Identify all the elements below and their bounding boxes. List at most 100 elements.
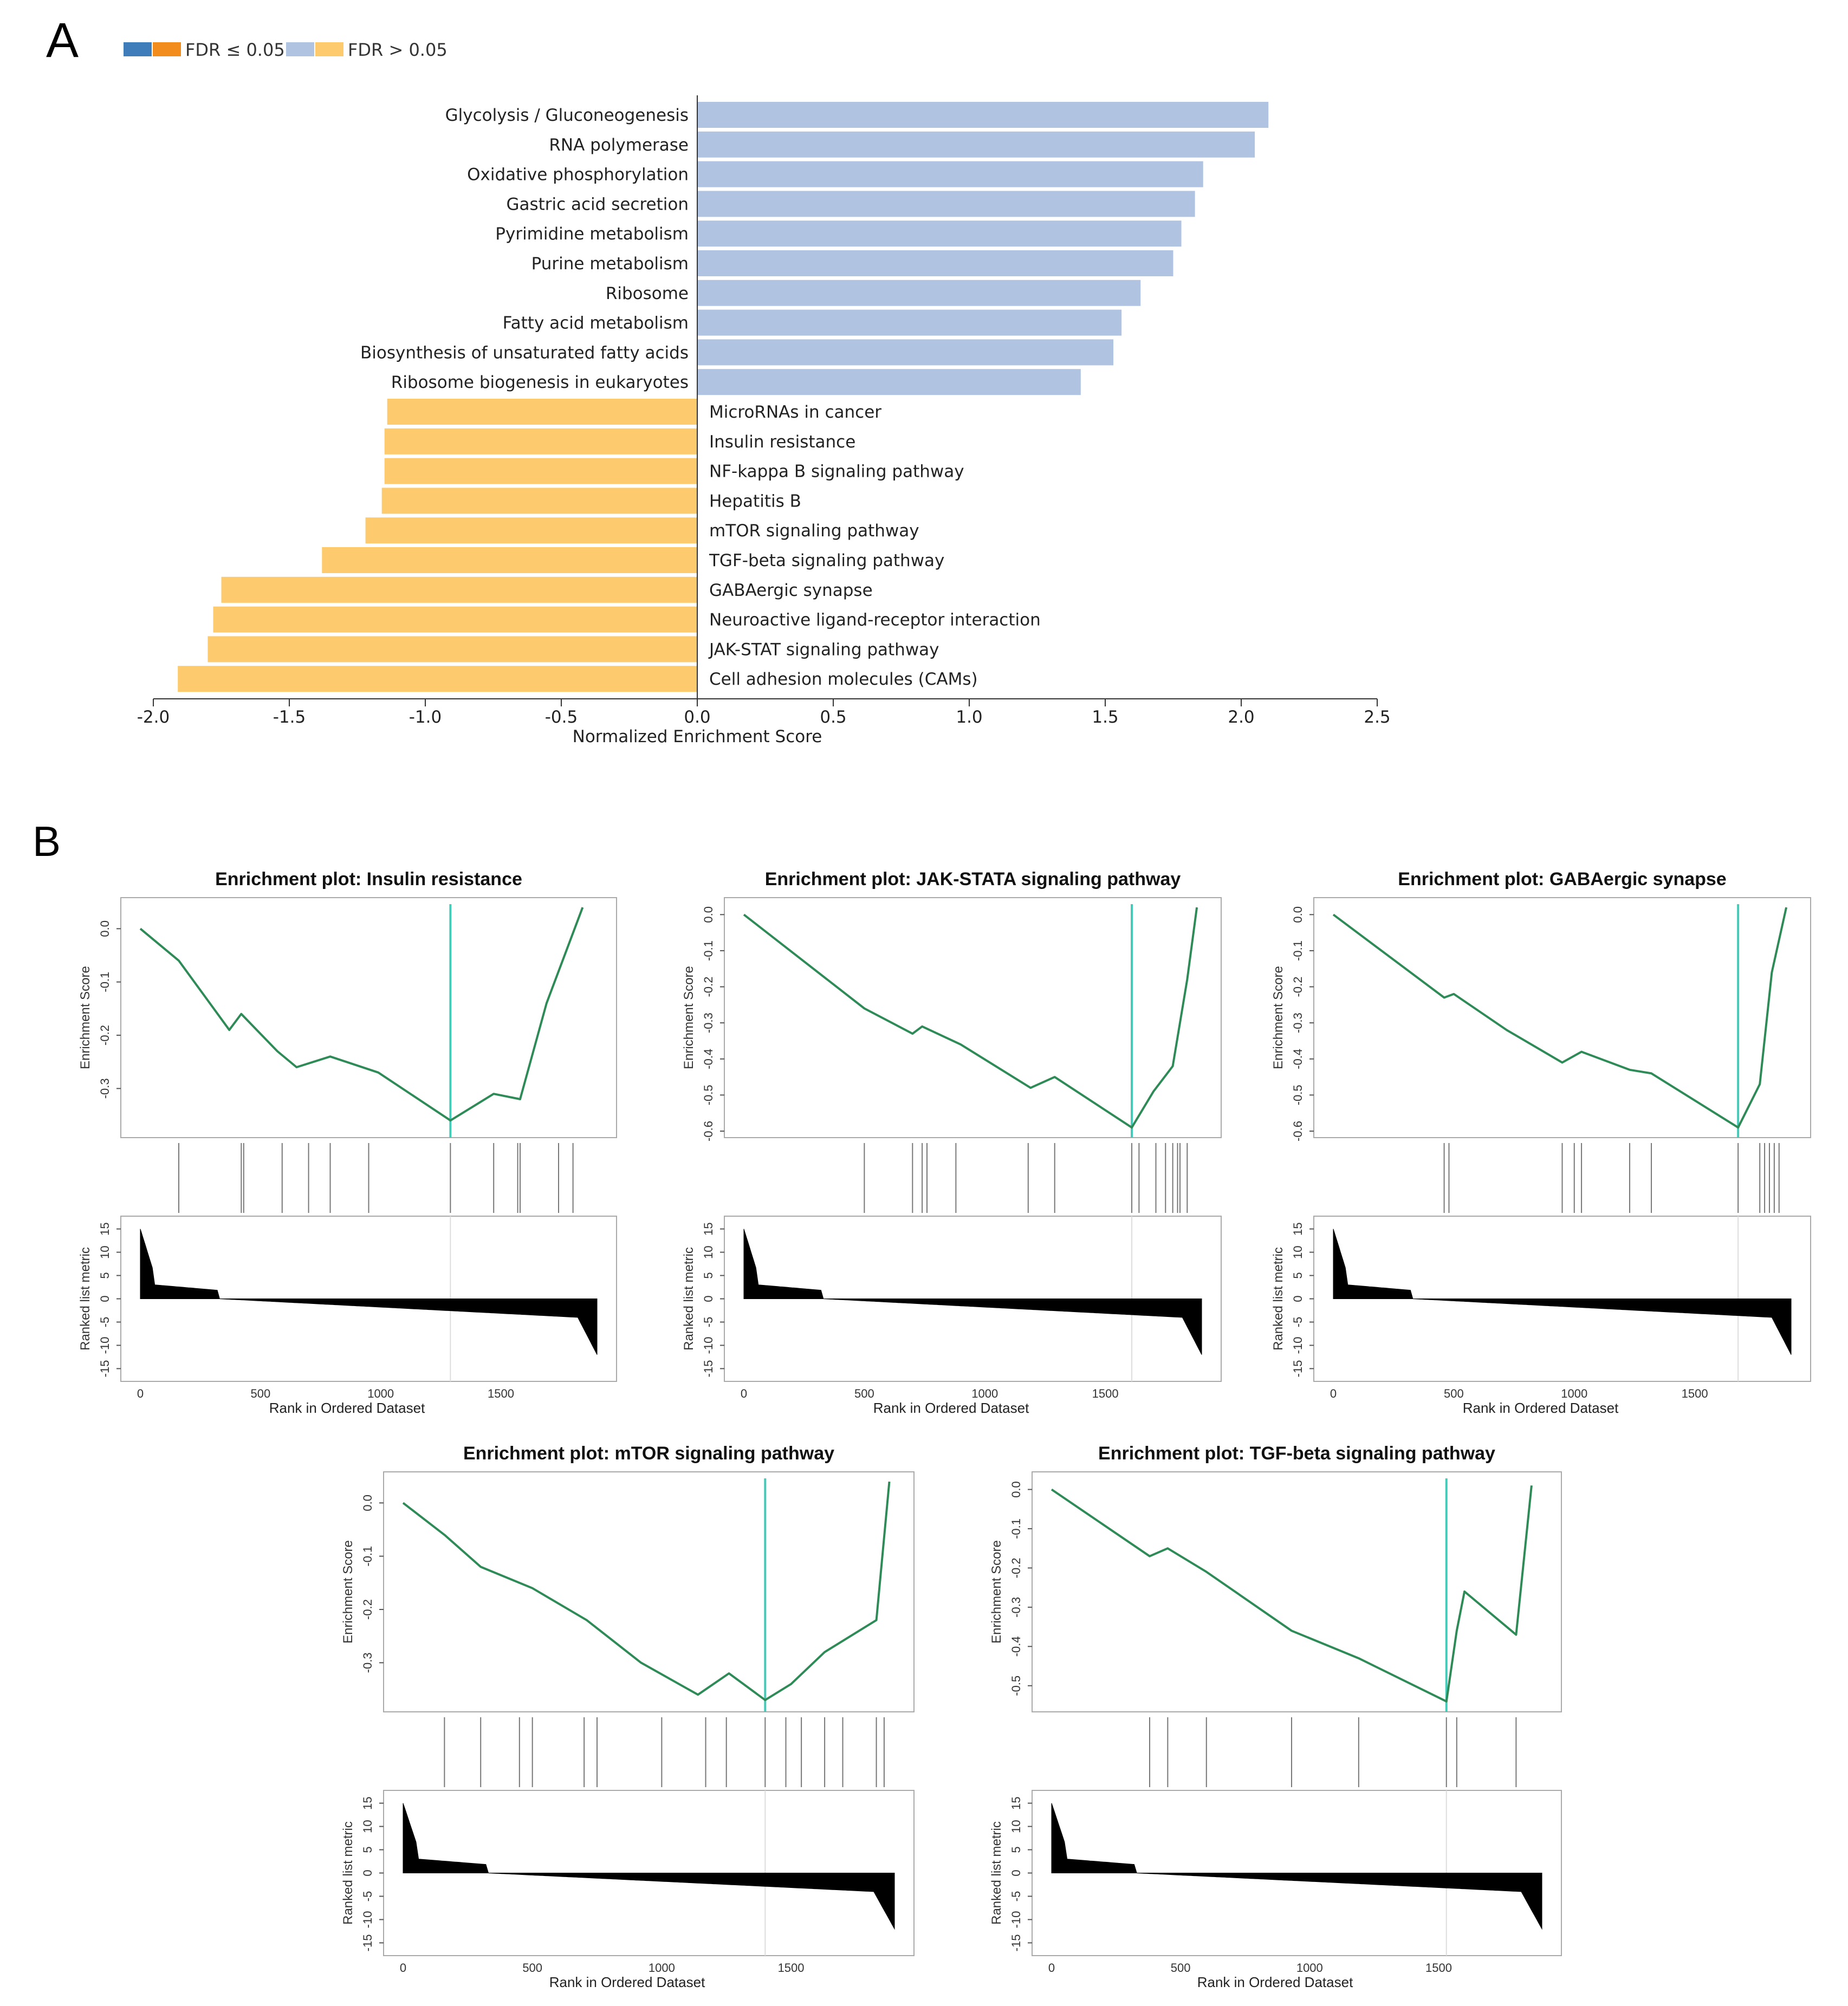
legend-label-ns: FDR > 0.05 (348, 40, 448, 60)
rank-y-tick-label: 0 (1009, 1869, 1023, 1876)
nes-bar (697, 369, 1081, 395)
es-y-tick-label: -0.4 (702, 1049, 715, 1069)
category-label: MicroRNAs in cancer (709, 403, 881, 422)
x-tick-label: 0 (741, 1387, 747, 1400)
rank-y-axis-label: Ranked list metric (989, 1821, 1004, 1925)
x-tick-label: 1000 (1561, 1387, 1587, 1400)
plot-title: Enrichment plot: JAK-STATA signaling pat… (765, 869, 1181, 890)
es-y-tick-label: -0.5 (1291, 1085, 1305, 1105)
rank-y-tick-label: 15 (1291, 1222, 1305, 1235)
category-label: Gastric acid secretion (506, 194, 689, 214)
plot-title: Enrichment plot: TGF-beta signaling path… (1098, 1443, 1495, 1464)
rank-y-tick-label: -15 (1291, 1360, 1305, 1378)
x-tick-label: 1.5 (1092, 707, 1118, 727)
es-y-tick-label: -0.1 (98, 972, 112, 992)
nes-bar (697, 161, 1203, 187)
es-y-tick-label: -0.2 (1291, 977, 1305, 997)
x-tick-label: 2.5 (1364, 707, 1390, 727)
nes-bar (213, 606, 697, 633)
category-label: NF-kappa B signaling pathway (709, 462, 964, 482)
nes-bar (697, 102, 1269, 128)
es-y-tick-label: -0.3 (361, 1652, 374, 1673)
nes-bar (697, 250, 1173, 276)
x-tick-label: 1.0 (956, 707, 982, 727)
x-tick-label: 500 (854, 1387, 874, 1400)
rank-y-tick-label: -5 (702, 1317, 715, 1328)
plot-title: Enrichment plot: mTOR signaling pathway (463, 1443, 834, 1464)
rank-y-tick-label: 10 (361, 1820, 374, 1833)
nes-bar (208, 636, 697, 663)
es-y-tick-label: -0.1 (1009, 1518, 1023, 1539)
legend-swatch-sig-down (153, 42, 181, 56)
enrichment-plot: Enrichment plot: Insulin resistance 0.0 -0… (78, 869, 617, 1416)
nes-bar-chart: Glycolysis / Gluconeogenesis RNA polymera… (137, 95, 1391, 746)
nes-bar (697, 280, 1141, 306)
es-y-axis-label: Enrichment Score (78, 966, 93, 1069)
es-curve (402, 1481, 891, 1702)
enrichment-plots: Enrichment plot: Insulin resistance 0.0 -0… (78, 869, 1811, 1990)
rank-y-tick-label: -15 (702, 1360, 715, 1378)
es-y-tick-label: -0.4 (1009, 1636, 1023, 1657)
panel-label-a: A (46, 14, 79, 68)
x-tick-label: 2.0 (1228, 707, 1254, 727)
rank-y-axis-label: Ranked list metric (78, 1247, 93, 1351)
es-curve (1332, 907, 1788, 1129)
x-tick-label: 1000 (367, 1387, 394, 1400)
rank-y-tick-label: 10 (702, 1245, 715, 1258)
es-y-axis-label: Enrichment Score (1271, 966, 1286, 1069)
rank-y-axis-label: Ranked list metric (1271, 1247, 1286, 1351)
nes-bar (697, 131, 1255, 158)
rank-y-tick-label: 15 (702, 1222, 715, 1235)
x-tick-label: -0.5 (545, 707, 578, 727)
legend-swatch-sig-up (124, 42, 152, 56)
nes-bar (384, 458, 697, 484)
rank-y-tick-label: 15 (361, 1796, 374, 1809)
nes-bar (381, 488, 697, 514)
es-y-axis-label: Enrichment Score (341, 1540, 355, 1644)
rank-y-tick-label: -15 (1009, 1934, 1023, 1952)
rank-y-tick-label: 0 (98, 1295, 112, 1302)
category-label: Oxidative phosphorylation (467, 165, 689, 185)
x-tick-label: 1500 (1682, 1387, 1708, 1400)
x-axis-label: Rank in Ordered Dataset (549, 1974, 705, 1990)
x-tick-label: 1500 (778, 1961, 805, 1975)
es-frame (1032, 1471, 1562, 1712)
category-label: Pyrimidine metabolism (495, 224, 689, 244)
rank-y-tick-label: 10 (98, 1245, 112, 1258)
rank-y-tick-label: 0 (361, 1869, 374, 1876)
category-label: Hepatitis B (709, 491, 801, 511)
rank-metric-area (140, 1229, 598, 1355)
legend-swatch-ns-up (286, 42, 314, 56)
es-frame (1313, 897, 1811, 1138)
plot-title: Enrichment plot: GABAergic synapse (1398, 869, 1726, 890)
x-tick-label: 0 (1330, 1387, 1337, 1400)
x-tick-label: 0 (137, 1387, 144, 1400)
rank-y-tick-label: -10 (702, 1337, 715, 1354)
rank-y-tick-label: 5 (98, 1272, 112, 1278)
es-y-tick-label: 0.0 (98, 920, 112, 937)
rank-y-axis-label: Ranked list metric (682, 1247, 696, 1351)
rank-y-tick-label: 10 (1291, 1245, 1305, 1258)
x-tick-label: 1500 (1425, 1961, 1452, 1975)
panel-label-b: B (33, 817, 61, 865)
plot-title: Enrichment plot: Insulin resistance (215, 869, 522, 890)
es-y-tick-label: -0.6 (1291, 1121, 1305, 1141)
rank-y-tick-label: 5 (702, 1272, 715, 1278)
category-label: RNA polymerase (549, 135, 689, 155)
x-tick-label: 500 (522, 1961, 542, 1975)
nes-bar (697, 339, 1114, 366)
rank-metric-area (1333, 1229, 1792, 1355)
x-tick-label: 1000 (649, 1961, 675, 1975)
es-y-tick-label: -0.6 (702, 1121, 715, 1141)
es-y-tick-label: 0.0 (1009, 1481, 1023, 1498)
x-tick-label: 500 (1171, 1961, 1191, 1975)
x-tick-label: 1000 (971, 1387, 998, 1400)
rank-y-tick-label: -5 (1009, 1891, 1023, 1902)
legend-label-sig: FDR ≤ 0.05 (185, 40, 285, 60)
enrichment-plot: Enrichment plot: GABAergic synapse 0.0 -0.… (1271, 869, 1811, 1416)
rank-metric-area (1051, 1803, 1542, 1930)
nes-bar (322, 547, 697, 573)
category-label: mTOR signaling pathway (709, 521, 919, 541)
es-curve (139, 907, 584, 1122)
x-tick-label: 0 (400, 1961, 406, 1975)
